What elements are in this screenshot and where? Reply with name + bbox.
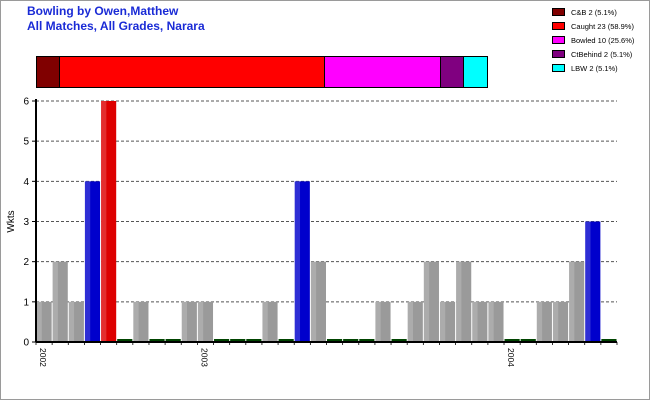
legend-item: CtBehind 2 (5.1%) <box>552 47 634 61</box>
bar <box>552 301 569 342</box>
y-tick-label: 1 <box>23 297 29 308</box>
legend-label: Caught 23 (58.9%) <box>571 21 634 31</box>
bar <box>246 339 262 342</box>
legend-swatch <box>552 8 565 16</box>
bar-highlight <box>439 301 446 342</box>
bar <box>278 339 294 342</box>
bar-highlight <box>375 301 381 342</box>
bar-highlight <box>552 301 559 342</box>
bar-highlight <box>310 261 317 342</box>
stacked-segment <box>60 57 326 87</box>
bar <box>181 301 197 342</box>
legend-item: LBW 2 (5.1%) <box>552 61 634 75</box>
bar-highlight <box>407 301 413 342</box>
legend-swatch <box>552 36 565 44</box>
bar-highlight <box>68 301 75 342</box>
bar <box>359 339 375 342</box>
legend-label: C&B 2 (5.1%) <box>571 7 617 17</box>
bar <box>230 339 246 342</box>
bar-highlight <box>181 301 188 342</box>
x-tick-label: 2004 <box>506 348 516 367</box>
bar <box>439 301 456 342</box>
bar <box>520 339 536 342</box>
bar <box>197 301 214 342</box>
bar-highlight <box>84 181 91 342</box>
stacked-segment <box>463 57 487 87</box>
bar-highlight <box>197 301 204 342</box>
bar-highlight <box>52 261 58 342</box>
bar <box>601 339 617 342</box>
bar <box>407 301 423 342</box>
y-tick-label: 6 <box>23 97 29 108</box>
legend-swatch <box>552 22 565 30</box>
bar-highlight <box>585 221 591 342</box>
bar <box>472 301 488 342</box>
legend-item: Caught 23 (58.9%) <box>552 19 634 33</box>
bar <box>327 339 343 342</box>
bar-highlight <box>133 301 139 342</box>
bar <box>117 339 133 342</box>
bar <box>165 339 181 342</box>
legend-label: CtBehind 2 (5.1%) <box>571 49 633 59</box>
bar <box>262 301 278 342</box>
bar-highlight <box>456 261 462 342</box>
bar <box>310 261 326 342</box>
dismissal-stacked-bar <box>36 56 488 88</box>
y-tick-label: 0 <box>23 338 29 349</box>
x-tick-label: 2003 <box>199 348 209 367</box>
y-axis-label: Wkts <box>6 210 17 232</box>
bar <box>36 301 52 342</box>
y-tick-label: 5 <box>23 137 29 148</box>
legend-label: LBW 2 (5.1%) <box>571 63 618 73</box>
bar <box>488 301 504 342</box>
bar-highlight <box>36 301 42 342</box>
bar-highlight <box>294 181 301 342</box>
bar-highlight <box>101 101 107 342</box>
bar-highlight <box>488 301 494 342</box>
bar-highlight <box>536 301 543 342</box>
bar-highlight <box>262 301 268 342</box>
stacked-segment <box>37 57 61 87</box>
bar-highlight <box>472 301 478 342</box>
bar <box>52 261 68 342</box>
legend: C&B 2 (5.1%) Caught 23 (58.9%) Bowled 10 (… <box>552 5 634 75</box>
bar <box>504 339 520 342</box>
bar <box>343 339 359 342</box>
legend-swatch <box>552 50 565 58</box>
bar <box>294 181 310 342</box>
bar-highlight <box>569 261 575 342</box>
chart-subtitle: All Matches, All Grades, Narara <box>27 19 205 33</box>
y-tick-label: 2 <box>23 257 29 268</box>
bar <box>68 301 84 342</box>
legend-swatch <box>552 64 565 72</box>
bar <box>456 261 472 342</box>
bar <box>423 261 439 342</box>
bar <box>214 339 230 342</box>
bar <box>84 181 101 342</box>
y-tick-label: 4 <box>23 177 29 188</box>
bar <box>133 301 149 342</box>
bar <box>101 101 117 342</box>
legend-item: Bowled 10 (25.6%) <box>552 33 634 47</box>
bar <box>375 301 391 342</box>
bar-highlight <box>423 261 430 342</box>
legend-label: Bowled 10 (25.6%) <box>571 35 635 45</box>
bar <box>585 221 601 342</box>
x-tick-label: 2002 <box>38 348 48 367</box>
legend-item: C&B 2 (5.1%) <box>552 5 634 19</box>
y-tick-label: 3 <box>23 217 29 228</box>
bar <box>536 301 552 342</box>
bar <box>391 339 407 342</box>
bar <box>149 339 165 342</box>
chart-title: Bowling by Owen,Matthew <box>27 4 179 18</box>
stacked-segment <box>440 57 464 87</box>
stacked-segment <box>325 57 441 87</box>
bar <box>569 261 585 342</box>
